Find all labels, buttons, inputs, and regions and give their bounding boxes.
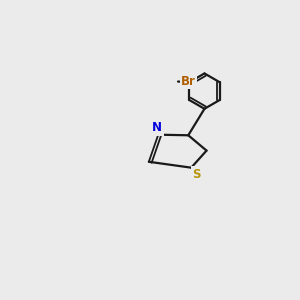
Text: Br: Br: [181, 75, 196, 88]
Text: S: S: [192, 168, 201, 181]
Text: N: N: [152, 122, 162, 134]
